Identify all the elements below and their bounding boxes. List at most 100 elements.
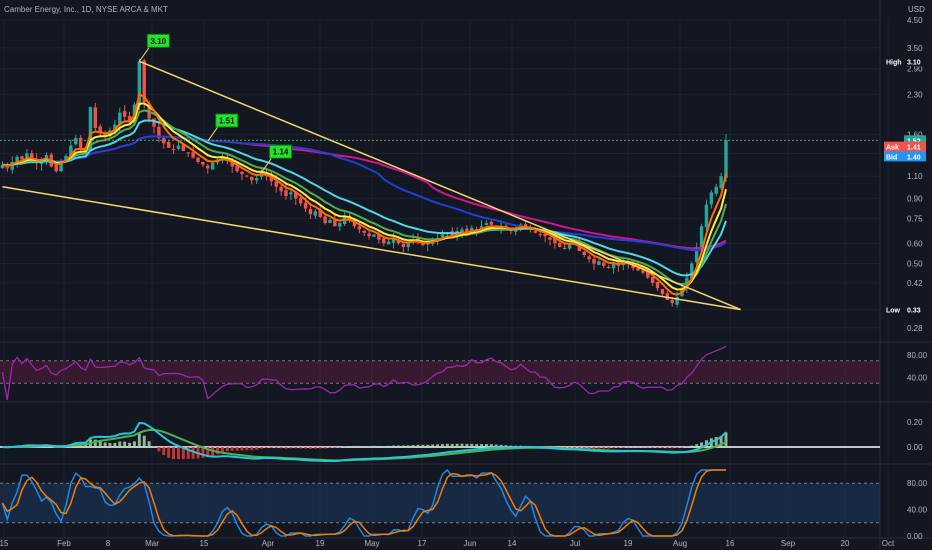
x-tick-label: 20 xyxy=(841,539,850,548)
candle-body xyxy=(328,220,332,224)
price-tag-box xyxy=(884,304,904,315)
stochastic-panel[interactable] xyxy=(0,468,880,537)
macd-histogram-bar xyxy=(172,447,176,460)
macd-panel[interactable] xyxy=(0,421,880,463)
macd-histogram-bar xyxy=(308,447,312,449)
macd-histogram-bar xyxy=(445,443,449,447)
y-tick-label: 0.42 xyxy=(907,279,923,288)
macd-histogram-bar xyxy=(387,445,391,447)
candle-body xyxy=(401,243,406,248)
y-tick-label: 0.90 xyxy=(907,194,923,203)
candle-body xyxy=(372,234,376,237)
macd-histogram-bar xyxy=(191,447,195,459)
y-tick-label: 0.28 xyxy=(907,324,923,333)
candle-body xyxy=(294,192,298,199)
candle-body xyxy=(196,157,200,162)
candle-body xyxy=(245,175,249,177)
x-tick-label: 19 xyxy=(316,539,325,548)
macd-histogram-bar xyxy=(724,432,728,447)
candle-body xyxy=(333,218,337,227)
moving-average-line xyxy=(2,119,727,277)
macd-histogram-bar xyxy=(274,447,278,449)
macd-line xyxy=(2,421,727,463)
price-tag-box xyxy=(884,56,904,67)
candle-body xyxy=(298,198,303,204)
macd-histogram-bar xyxy=(372,445,376,447)
candle-body xyxy=(30,153,34,158)
candle-body xyxy=(210,162,215,170)
candle-body xyxy=(562,247,567,250)
candle-body xyxy=(484,223,489,226)
candle-body xyxy=(489,221,494,225)
macd-histogram-bar xyxy=(176,447,180,460)
macd-histogram-bar xyxy=(279,447,283,449)
candle-body xyxy=(592,259,596,264)
candle-body xyxy=(558,243,562,248)
macd-histogram-bar xyxy=(313,447,317,449)
macd-histogram-bar xyxy=(245,447,249,451)
macd-histogram-bar xyxy=(411,444,415,447)
candle-body xyxy=(59,161,63,172)
macd-histogram-bar xyxy=(240,447,244,451)
candle-body xyxy=(646,271,650,278)
price-value-box xyxy=(904,56,926,67)
candle-body xyxy=(122,111,127,117)
x-tick-label: Jun xyxy=(464,539,477,548)
candle-body xyxy=(694,247,699,263)
candle-body xyxy=(699,226,704,248)
macd-histogram-bar xyxy=(480,444,484,447)
macd-histogram-bar xyxy=(113,442,117,447)
macd-histogram-bar xyxy=(612,447,616,449)
candle-body xyxy=(602,262,606,266)
price-value-box xyxy=(904,141,926,152)
candle-body xyxy=(377,233,381,240)
candle-body xyxy=(641,270,645,273)
price-panel[interactable]: 3.10 1.51 1.14 xyxy=(0,33,880,311)
price-callout[interactable] xyxy=(146,33,170,48)
candle-body xyxy=(166,141,171,148)
trendline[interactable] xyxy=(139,60,741,311)
candle-body xyxy=(313,211,318,216)
rsi-panel[interactable] xyxy=(0,345,880,401)
macd-histogram-bar xyxy=(602,447,606,449)
macd-histogram-bar xyxy=(690,445,694,447)
candle-body xyxy=(523,224,528,227)
moving-average-line xyxy=(2,92,727,296)
candle-body xyxy=(64,155,68,161)
stochastic-tick-label: 80.00 xyxy=(907,479,928,488)
candle-body xyxy=(284,190,288,196)
macd-histogram-bar xyxy=(367,446,371,447)
candle-body xyxy=(357,226,362,230)
macd-histogram-bar xyxy=(299,447,303,449)
candle-body xyxy=(597,261,601,265)
price-callout[interactable] xyxy=(269,144,293,159)
macd-histogram-bar xyxy=(323,447,327,449)
macd-histogram-bar xyxy=(132,441,136,447)
macd-histogram-bar xyxy=(704,440,708,447)
candle-body xyxy=(479,226,484,229)
macd-histogram-bar xyxy=(489,444,493,447)
candle-body xyxy=(460,229,464,233)
macd-histogram-bar xyxy=(514,445,518,447)
trendline[interactable] xyxy=(2,185,741,311)
candle-body xyxy=(650,276,655,283)
macd-histogram-bar xyxy=(607,447,611,449)
candle-body xyxy=(69,145,73,158)
x-tick-label: Apr xyxy=(262,539,275,548)
candle-body xyxy=(719,176,723,189)
price-callout[interactable] xyxy=(215,113,239,128)
candle-body xyxy=(709,192,714,205)
candle-body xyxy=(162,138,166,144)
macd-histogram-bar xyxy=(128,442,132,447)
macd-histogram-bar xyxy=(181,447,185,460)
candle-body xyxy=(0,164,5,169)
rsi-line xyxy=(1,345,727,401)
macd-histogram-bar xyxy=(656,447,660,448)
macd-histogram-bar xyxy=(582,447,586,449)
macd-histogram-bar xyxy=(167,447,171,458)
x-tick-label: 14 xyxy=(508,539,517,548)
currency-label: USD xyxy=(908,5,925,14)
price-value-label: 0.33 xyxy=(907,308,921,315)
macd-histogram-bar xyxy=(426,444,430,447)
